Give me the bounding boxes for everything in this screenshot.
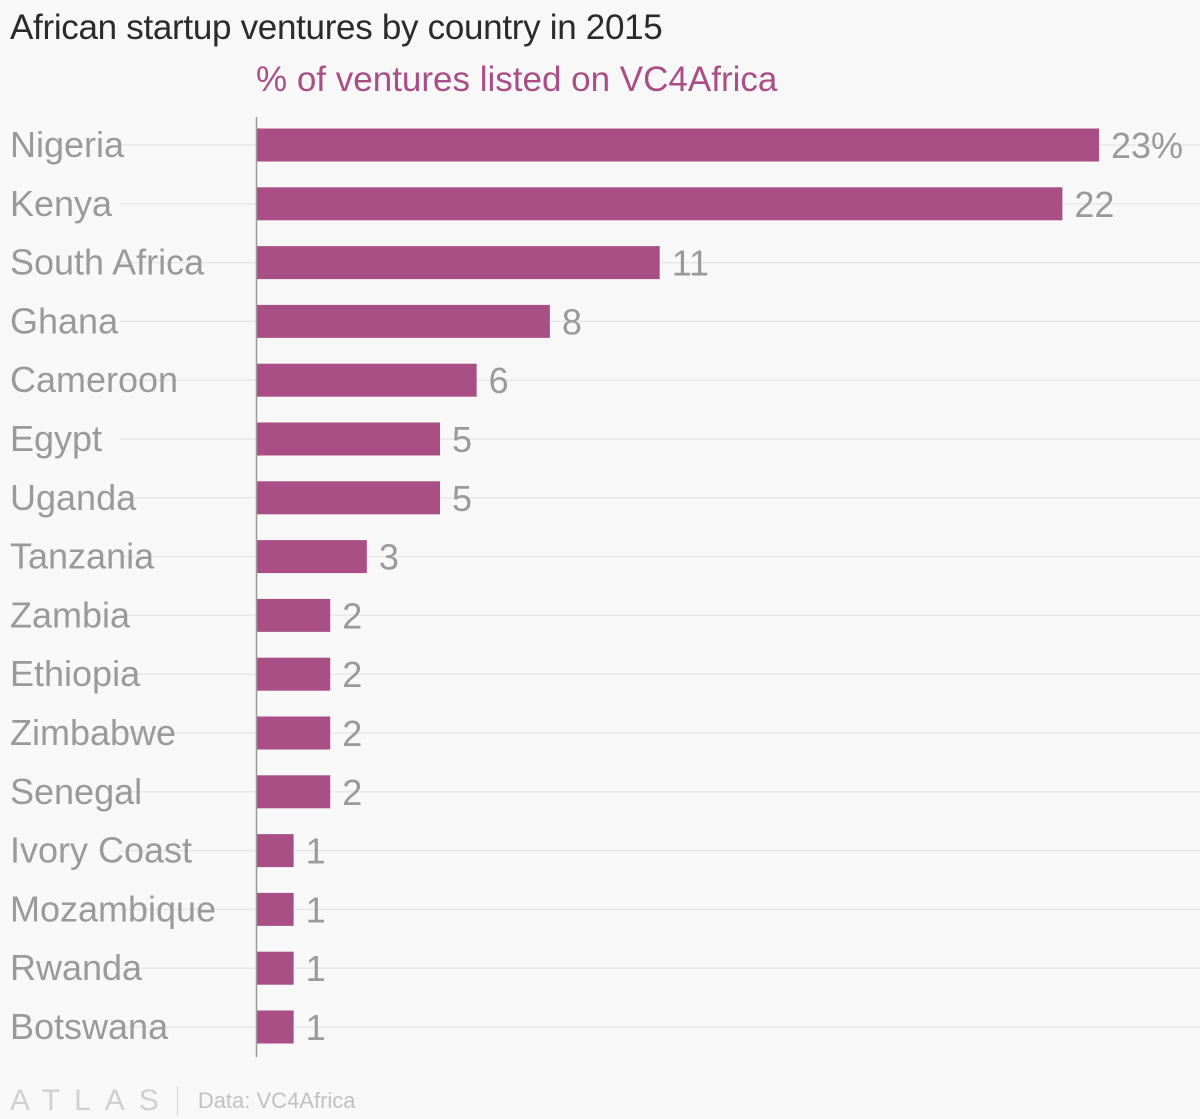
category-label: Rwanda bbox=[10, 947, 143, 988]
category-label: Nigeria bbox=[10, 124, 125, 165]
value-label: 6 bbox=[489, 360, 509, 401]
atlas-logo: ATLAS bbox=[10, 1084, 173, 1117]
category-label: Senegal bbox=[10, 771, 142, 812]
value-label: 23% bbox=[1111, 125, 1183, 166]
value-label: 8 bbox=[562, 301, 582, 342]
bar bbox=[257, 128, 1099, 162]
value-label: 11 bbox=[672, 243, 709, 284]
category-label: Egypt bbox=[10, 418, 102, 459]
bar bbox=[257, 892, 294, 926]
category-label: Zimbabwe bbox=[10, 712, 176, 753]
bar bbox=[257, 540, 367, 574]
bar bbox=[257, 363, 477, 397]
category-label: Ethiopia bbox=[10, 653, 141, 694]
value-label: 3 bbox=[379, 537, 399, 578]
bar bbox=[257, 951, 294, 985]
value-label: 2 bbox=[342, 654, 362, 695]
footer: ATLAS Data: VC4Africa bbox=[10, 1084, 356, 1118]
category-label: South Africa bbox=[10, 242, 205, 283]
category-label: Zambia bbox=[10, 594, 131, 635]
bar bbox=[257, 481, 441, 515]
value-label: 1 bbox=[306, 889, 326, 930]
bar bbox=[257, 187, 1063, 221]
value-label: 1 bbox=[306, 1007, 326, 1048]
bar bbox=[257, 422, 441, 456]
value-label: 22 bbox=[1074, 184, 1114, 225]
value-label: 1 bbox=[306, 948, 326, 989]
value-label: 5 bbox=[452, 419, 472, 460]
bar bbox=[257, 304, 550, 338]
value-label: 2 bbox=[342, 772, 362, 813]
bar bbox=[257, 834, 294, 868]
category-label: Ivory Coast bbox=[10, 830, 192, 871]
category-label: Tanzania bbox=[10, 536, 155, 577]
value-label: 1 bbox=[306, 831, 326, 872]
bar bbox=[257, 1010, 294, 1044]
category-label: Botswana bbox=[10, 1006, 169, 1047]
category-label: Cameroon bbox=[10, 359, 178, 400]
footer-divider bbox=[176, 1086, 178, 1116]
category-label: Uganda bbox=[10, 477, 137, 518]
bar bbox=[257, 775, 331, 809]
bar bbox=[257, 246, 660, 280]
category-label: Kenya bbox=[10, 183, 113, 224]
bar bbox=[257, 716, 331, 750]
category-label: Mozambique bbox=[10, 888, 216, 929]
data-source: Data: VC4Africa bbox=[197, 1088, 356, 1113]
chart-title: African startup ventures by country in 2… bbox=[10, 8, 663, 47]
category-label: Ghana bbox=[10, 300, 119, 341]
value-label: 2 bbox=[342, 713, 362, 754]
bar bbox=[257, 598, 331, 632]
chart-subtitle: % of ventures listed on VC4Africa bbox=[256, 60, 778, 99]
value-label: 5 bbox=[452, 478, 472, 519]
bar bbox=[257, 657, 331, 691]
value-label: 2 bbox=[342, 595, 362, 636]
